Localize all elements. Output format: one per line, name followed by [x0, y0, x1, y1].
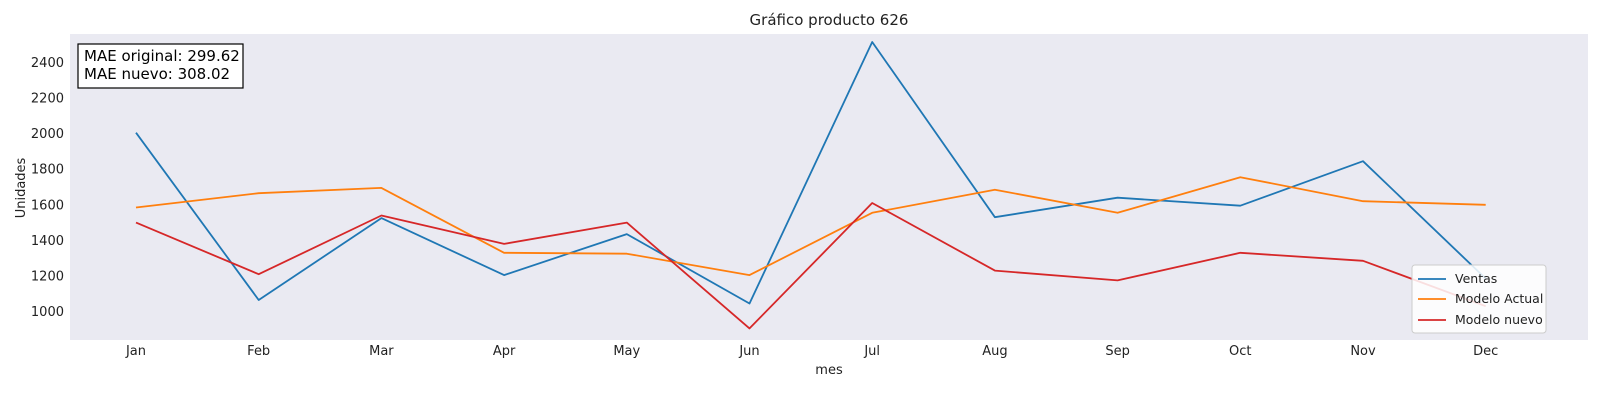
y-tick-2400: 2400: [31, 56, 64, 71]
x-tick-oct: Oct: [1229, 344, 1251, 359]
chart-title: Gráfico producto 626: [750, 11, 909, 29]
y-axis-ticks: 1000 1200 1400 1600 1800 2000 2200 2400: [31, 56, 64, 320]
y-tick-1800: 1800: [31, 163, 64, 178]
mae-original-text: MAE original: 299.62: [84, 47, 240, 65]
x-tick-jan: Jan: [125, 344, 146, 359]
x-tick-aug: Aug: [982, 344, 1007, 359]
series-line-modelo-nuevo: [135, 202, 1487, 330]
y-tick-1400: 1400: [31, 234, 64, 249]
x-tick-mar: Mar: [369, 344, 394, 359]
legend-label-ventas: Ventas: [1455, 271, 1497, 286]
series-lines: [135, 41, 1487, 330]
series-line-modelo-actual: [135, 176, 1486, 277]
y-axis-label: Unidades: [14, 157, 29, 218]
x-tick-jun: Jun: [738, 344, 759, 359]
x-axis-ticks: Jan Feb Mar Apr May Jun Jul Aug Sep Oct Nov Dec: [125, 344, 1498, 359]
y-tick-2200: 2200: [31, 92, 64, 107]
y-tick-1200: 1200: [31, 269, 64, 284]
mae-annotation: MAE original: 299.62 MAE nuevo: 308.02: [77, 43, 244, 89]
series-line-ventas: [135, 41, 1487, 305]
x-tick-apr: Apr: [493, 344, 516, 359]
x-tick-dec: Dec: [1473, 344, 1498, 359]
y-tick-2000: 2000: [31, 127, 64, 142]
x-tick-jul: Jul: [863, 344, 880, 359]
x-tick-feb: Feb: [247, 344, 270, 359]
x-tick-nov: Nov: [1350, 344, 1376, 359]
x-axis-label: mes: [815, 363, 843, 378]
x-tick-sep: Sep: [1105, 344, 1130, 359]
legend-label-modelo-nuevo: Modelo nuevo: [1455, 312, 1543, 327]
legend-label-modelo-actual: Modelo Actual: [1455, 291, 1543, 306]
plot-area: [70, 34, 1588, 340]
mae-box: [77, 43, 244, 89]
y-tick-1000: 1000: [31, 305, 64, 320]
legend-box: [1411, 264, 1547, 334]
mae-new-text: MAE nuevo: 308.02: [84, 65, 230, 83]
y-tick-1600: 1600: [31, 198, 64, 213]
legend: Ventas Modelo Actual Modelo nuevo: [1411, 264, 1547, 334]
x-tick-may: May: [613, 344, 640, 359]
